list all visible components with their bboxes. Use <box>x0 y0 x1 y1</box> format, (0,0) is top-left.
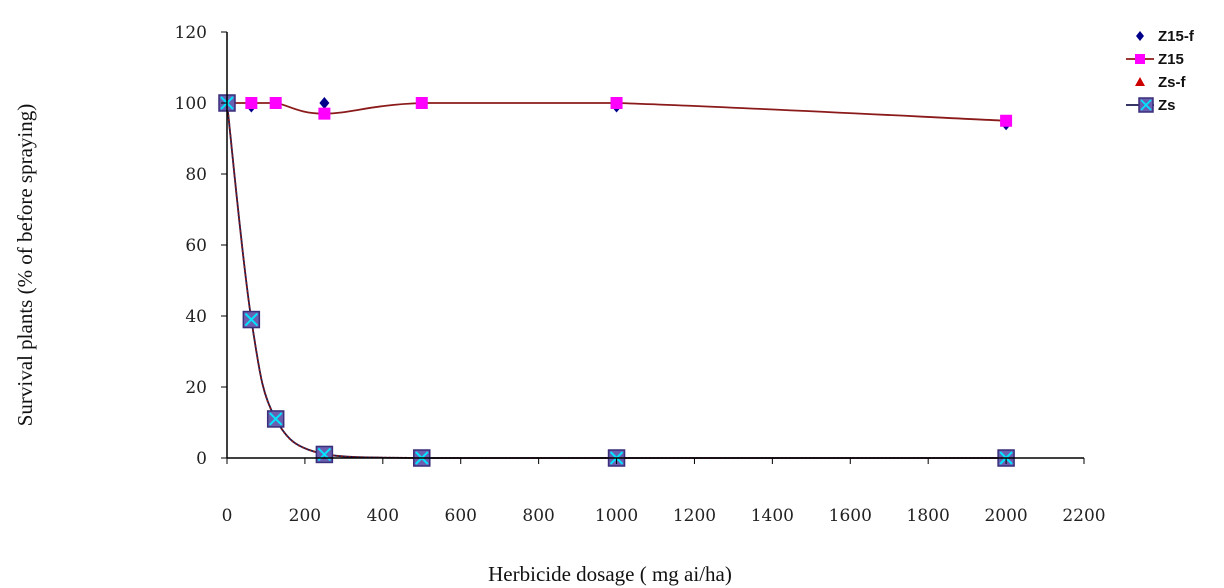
y-tick-label: 20 <box>185 378 207 398</box>
legend-label: Z15 <box>1158 51 1184 68</box>
point-z15-f <box>319 97 330 109</box>
x-tick-label: 1600 <box>829 506 872 526</box>
legend-item: Z15-f <box>1136 28 1195 45</box>
x-tick-label: 400 <box>367 506 399 526</box>
plot-area <box>218 94 1015 467</box>
x-tick-label: 2200 <box>1062 506 1105 526</box>
legend-marker-cross <box>1140 99 1152 111</box>
legend-item: Zs-f <box>1135 74 1187 91</box>
point-z15 <box>610 97 623 109</box>
x-tick-label: 1800 <box>907 506 950 526</box>
x-axis-title: Herbicide dosage ( mg ai/ha) <box>488 562 732 586</box>
x-tick-label: 200 <box>289 506 321 526</box>
point-zs-cross <box>268 412 283 426</box>
x-tick-label: 1000 <box>595 506 638 526</box>
legend-label: Zs-f <box>1158 74 1187 91</box>
point-zs <box>315 445 334 464</box>
x-tick-label: 0 <box>222 506 233 526</box>
y-tick-label: 40 <box>185 307 207 327</box>
legend-marker <box>1136 31 1144 41</box>
series-line-z15 <box>227 102 1007 122</box>
point-z15 <box>415 97 428 109</box>
legend-marker <box>1135 77 1145 86</box>
legend-marker <box>1135 54 1145 64</box>
point-z15 <box>1000 114 1013 127</box>
legend: Z15-f Z15 Zs-f Zs <box>1126 28 1195 114</box>
point-zs <box>266 410 285 428</box>
y-tick-label: 0 <box>196 449 207 469</box>
y-tick-label: 100 <box>175 94 207 114</box>
legend-item: Zs <box>1126 97 1176 114</box>
y-tick-label: 120 <box>175 23 207 43</box>
x-tick-label: 1200 <box>673 506 716 526</box>
legend-label: Z15-f <box>1158 28 1195 45</box>
y-axis-title: Survival plants (% of before spraying) <box>13 104 37 427</box>
series-line-zs-f <box>226 102 1007 459</box>
x-tick-label: 600 <box>445 506 477 526</box>
point-zs <box>242 310 261 329</box>
legend-item: Z15 <box>1126 51 1184 68</box>
y-tick-label: 60 <box>185 236 207 256</box>
point-z15 <box>318 107 331 120</box>
point-z15 <box>245 97 258 109</box>
legend-label: Zs <box>1158 97 1176 114</box>
y-tick-label: 80 <box>185 165 207 185</box>
point-z15 <box>269 97 282 109</box>
x-tick-label: 2000 <box>984 506 1027 526</box>
x-tick-label: 1400 <box>751 506 794 526</box>
x-tick-label: 800 <box>522 506 554 526</box>
point-zs-cross <box>244 312 259 327</box>
series-line-zs <box>226 102 1007 459</box>
